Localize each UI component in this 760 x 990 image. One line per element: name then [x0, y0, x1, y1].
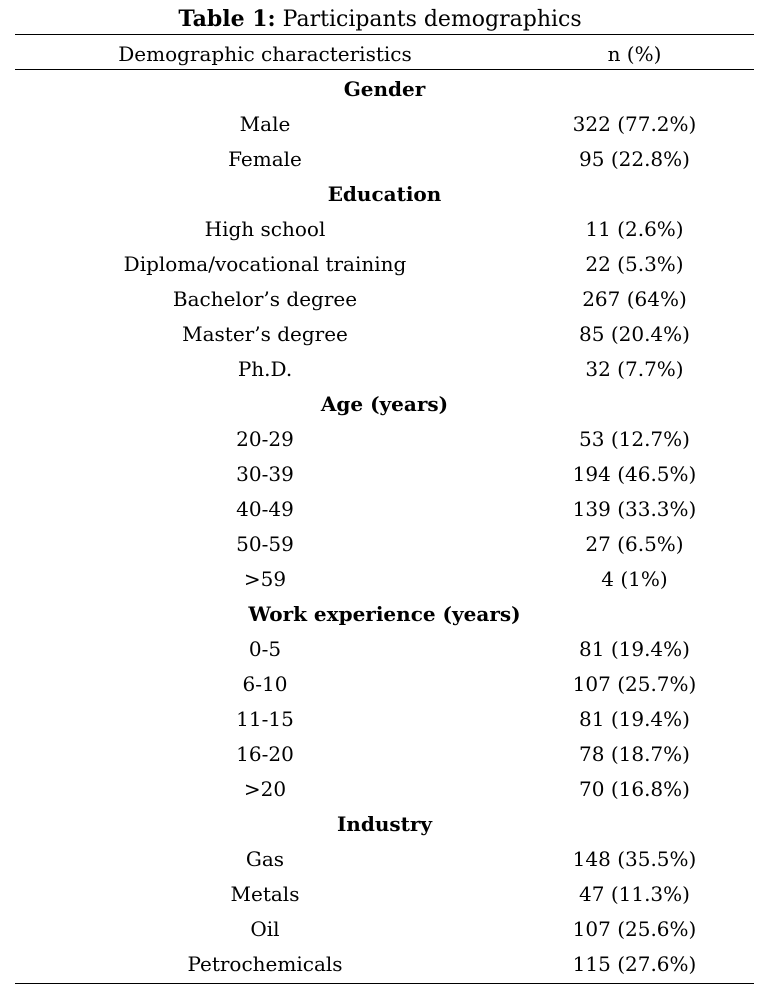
table-header-row: Demographic characteristics n (%): [15, 36, 754, 71]
table-row: 40-49 139 (33.3%): [15, 491, 754, 526]
table-row: Gas 148 (35.5%): [15, 841, 754, 876]
row-label: >59: [243, 566, 287, 591]
table-row: 6-10 107 (25.7%): [15, 666, 754, 701]
table-row: 50-59 27 (6.5%): [15, 526, 754, 561]
table-header: Demographic characteristics n (%): [15, 36, 754, 71]
row-value: 115 (27.6%): [572, 951, 697, 976]
row-label: Diploma/vocational training: [123, 251, 407, 276]
table-top-rule: [15, 34, 754, 35]
table-row: Female 95 (22.8%): [15, 141, 754, 176]
table-row: 16-20 78 (18.7%): [15, 736, 754, 771]
row-value: 107 (25.7%): [572, 671, 697, 696]
row-label: >20: [243, 776, 287, 801]
table-row: Master’s degree 85 (20.4%): [15, 316, 754, 351]
row-value: 194 (46.5%): [572, 461, 697, 486]
row-label: Master’s degree: [182, 321, 348, 346]
table-row: Ph.D. 32 (7.7%): [15, 351, 754, 386]
table-body: Gender Male 322 (77.2%) Female 95 (22.8%…: [15, 71, 754, 981]
row-value: 81 (19.4%): [579, 636, 690, 661]
section-heading-work-experience: Work experience (years): [248, 601, 521, 626]
row-value: 78 (18.7%): [579, 741, 690, 766]
section-heading-gender: Gender: [343, 76, 426, 101]
table-row: Male 322 (77.2%): [15, 106, 754, 141]
row-value: 47 (11.3%): [579, 881, 690, 906]
table-row: High school 11 (2.6%): [15, 211, 754, 246]
table-row: 11-15 81 (19.4%): [15, 701, 754, 736]
row-value: 27 (6.5%): [585, 531, 684, 556]
row-label: Gas: [245, 846, 285, 871]
table-row: >59 4 (1%): [15, 561, 754, 596]
row-label: Petrochemicals: [187, 951, 343, 976]
row-value: 53 (12.7%): [579, 426, 690, 451]
row-value: 32 (7.7%): [585, 356, 684, 381]
section-heading-age: Age (years): [320, 391, 449, 416]
table-row: >20 70 (16.8%): [15, 771, 754, 806]
row-value: 81 (19.4%): [579, 706, 690, 731]
row-label: 0-5: [248, 636, 282, 661]
row-label: 6-10: [242, 671, 288, 696]
row-value: 85 (20.4%): [579, 321, 690, 346]
row-value: 70 (16.8%): [579, 776, 690, 801]
row-value: 139 (33.3%): [572, 496, 697, 521]
row-label: 50-59: [236, 531, 294, 556]
row-label: 20-29: [236, 426, 294, 451]
row-value: 22 (5.3%): [585, 251, 684, 276]
table-row: Metals 47 (11.3%): [15, 876, 754, 911]
row-value: 107 (25.6%): [572, 916, 697, 941]
table-header-rule: [15, 69, 754, 70]
row-label: Bachelor’s degree: [172, 286, 358, 311]
table-row: Oil 107 (25.6%): [15, 911, 754, 946]
table-row: 20-29 53 (12.7%): [15, 421, 754, 456]
section-heading-industry: Industry: [336, 811, 433, 836]
row-label: Male: [239, 111, 291, 136]
row-label: Ph.D.: [237, 356, 293, 381]
row-value: 267 (64%): [582, 286, 687, 311]
table-caption-label: Table 1:: [178, 6, 276, 32]
section-heading-education: Education: [327, 181, 442, 206]
row-label: 40-49: [236, 496, 294, 521]
row-value: 95 (22.8%): [579, 146, 690, 171]
table-caption-text: Participants demographics: [282, 7, 582, 32]
table-row: Petrochemicals 115 (27.6%): [15, 946, 754, 981]
table-bottom-rule: [15, 983, 754, 984]
row-value: 4 (1%): [601, 566, 668, 591]
row-label: 30-39: [236, 461, 294, 486]
table-caption: Table 1: Participants demographics: [0, 5, 760, 34]
table-row: Diploma/vocational training 22 (5.3%): [15, 246, 754, 281]
row-value: 11 (2.6%): [585, 216, 684, 241]
row-label: Oil: [250, 916, 280, 941]
row-label: High school: [204, 216, 326, 241]
row-value: 148 (35.5%): [572, 846, 697, 871]
column-header-count: n (%): [607, 41, 662, 66]
row-label: 16-20: [236, 741, 294, 766]
table-row: 30-39 194 (46.5%): [15, 456, 754, 491]
row-value: 322 (77.2%): [572, 111, 697, 136]
row-label: Female: [228, 146, 302, 171]
table-row: Bachelor’s degree 267 (64%): [15, 281, 754, 316]
table-row: 0-5 81 (19.4%): [15, 631, 754, 666]
column-header-characteristics: Demographic characteristics: [118, 41, 412, 66]
row-label: Metals: [230, 881, 300, 906]
row-label: 11-15: [236, 706, 294, 731]
